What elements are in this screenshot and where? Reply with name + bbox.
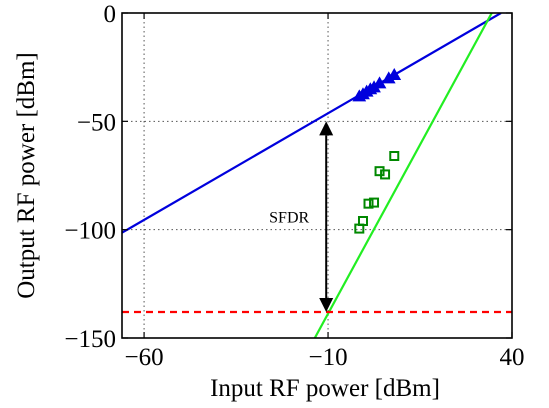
y-tick-label: −150 [64,326,116,353]
im3-data-point [369,197,380,208]
im3-fit-line [313,13,493,338]
im3-data-point [363,198,374,209]
axes-box [121,12,513,339]
annotation-layer: SFDR [269,121,334,312]
plot-area [122,13,512,338]
grid-lines [122,12,513,339]
im3-data-point [389,151,400,161]
sfdr-arrow-head-top [319,121,334,136]
tick-labels: −60 −10 40 0 −50 −100 −150 [64,1,524,371]
sfdr-label: SFDR [269,210,309,227]
im3-data-point [357,216,368,226]
sfdr-arrow-head-bottom [319,298,334,312]
y-axis-label: Output RF power [dBm] [13,52,40,299]
y-tick-label: −100 [64,218,116,245]
y-tick-label: −50 [77,109,116,136]
axes-frame [121,12,513,339]
y-tick-label: 0 [104,1,117,28]
x-tick-label: −60 [125,344,164,371]
x-tick-label: −10 [308,344,347,371]
fundamental-fit-line [122,13,502,234]
x-axis-label: Input RF power [dBm] [210,375,440,402]
x-tick-label: 40 [500,344,525,371]
fundamental-data-point [387,67,402,80]
im3-data-point [380,169,391,180]
